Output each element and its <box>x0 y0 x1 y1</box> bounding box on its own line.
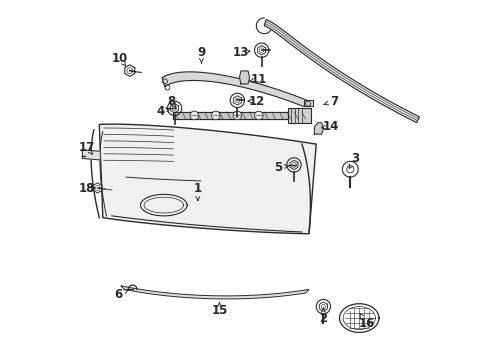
Polygon shape <box>239 71 249 84</box>
Text: 4: 4 <box>156 105 164 118</box>
Polygon shape <box>264 20 419 123</box>
Text: 7: 7 <box>329 95 338 108</box>
Polygon shape <box>314 123 323 134</box>
Polygon shape <box>162 72 308 107</box>
Polygon shape <box>82 150 100 160</box>
Text: 13: 13 <box>232 46 248 59</box>
Text: 16: 16 <box>358 317 374 330</box>
Text: 6: 6 <box>114 288 122 301</box>
Polygon shape <box>99 124 316 234</box>
Bar <box>287 108 310 123</box>
Circle shape <box>211 111 220 120</box>
Text: 18: 18 <box>79 183 95 195</box>
Polygon shape <box>172 112 305 119</box>
Text: 14: 14 <box>322 120 338 133</box>
Circle shape <box>190 111 198 120</box>
Polygon shape <box>303 100 312 107</box>
Text: 8: 8 <box>166 95 175 108</box>
Circle shape <box>254 111 263 120</box>
Text: 2: 2 <box>319 311 327 325</box>
Text: 11: 11 <box>250 73 266 86</box>
Text: 5: 5 <box>274 161 282 174</box>
Text: 10: 10 <box>111 51 127 64</box>
Text: 15: 15 <box>211 305 227 318</box>
Text: 3: 3 <box>351 152 359 165</box>
Polygon shape <box>121 286 308 299</box>
Text: 17: 17 <box>79 141 95 154</box>
Text: 1: 1 <box>193 183 202 195</box>
Text: 12: 12 <box>248 95 264 108</box>
Text: 9: 9 <box>197 46 205 59</box>
Circle shape <box>233 111 241 120</box>
